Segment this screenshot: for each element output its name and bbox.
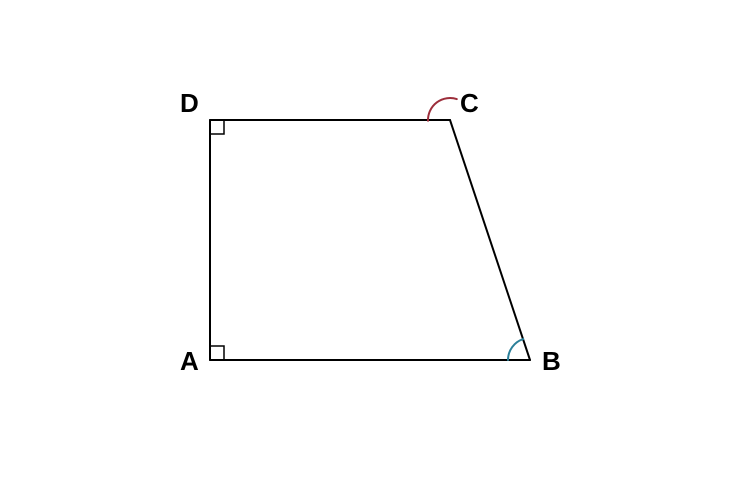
vertex-labels-layer: A B C D	[180, 88, 561, 376]
right-angle-marker-A	[210, 346, 224, 360]
angle-arc-C	[428, 98, 457, 121]
edge-BC	[450, 120, 530, 360]
angle-markers-layer	[210, 98, 523, 360]
edges-layer	[210, 120, 530, 360]
angle-arc-B	[508, 339, 523, 360]
geometry-diagram: A B C D	[0, 0, 750, 500]
vertex-label-D: D	[180, 88, 199, 118]
vertex-label-C: C	[460, 88, 479, 118]
vertex-label-B: B	[542, 346, 561, 376]
vertex-label-A: A	[180, 346, 199, 376]
right-angle-marker-D	[210, 120, 224, 134]
